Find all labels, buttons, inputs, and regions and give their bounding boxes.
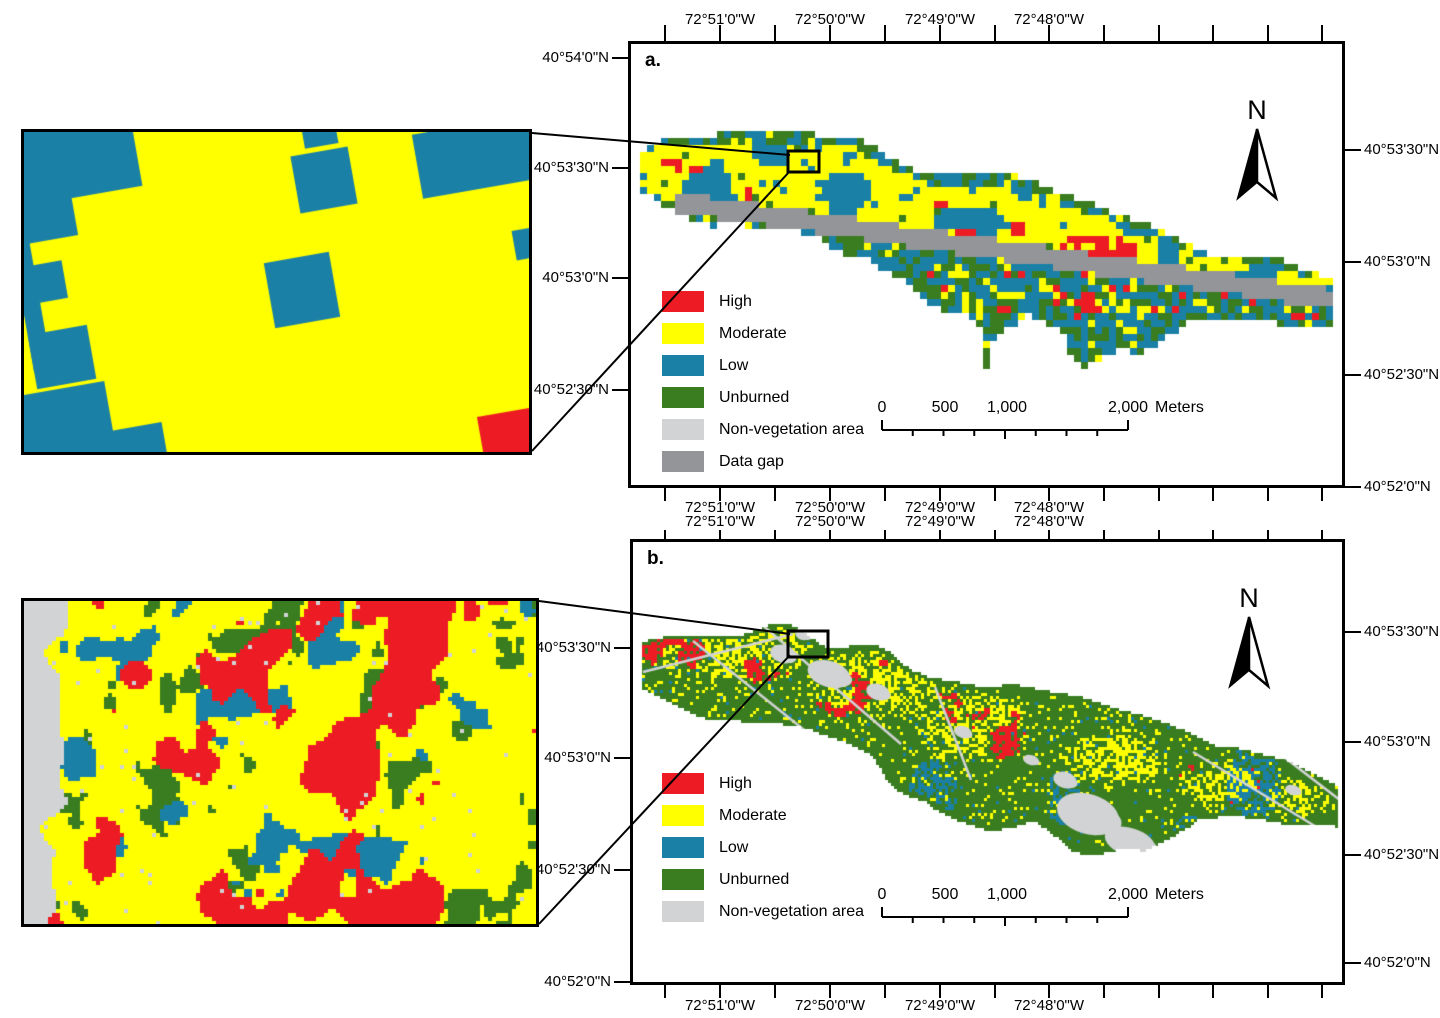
scale-label-500: 500 — [931, 886, 959, 903]
legend-label-nonvegetation: Non-vegetation area — [719, 902, 864, 920]
legend-item-moderate: Moderate — [662, 323, 864, 344]
axis-tick-label: 40°53'0"N — [1364, 253, 1431, 270]
scale-bar-b: 0 500 1,000 2,000 Meters — [874, 886, 1219, 928]
scale-label-0: 0 — [877, 886, 887, 903]
axis-tick-label: 72°51'0"W — [684, 997, 756, 1014]
legend-item-unburned: Unburned — [662, 387, 864, 408]
scale-label-500: 500 — [931, 399, 959, 416]
scale-unit: Meters — [1155, 399, 1204, 416]
axis-tick-label: 72°50'0"W — [794, 513, 866, 530]
scale-label-1000: 1,000 — [986, 886, 1028, 903]
legend-label-datagap: Data gap — [719, 452, 784, 470]
axis-tick-label: 72°49'0"W — [904, 513, 976, 530]
legend-swatch-unburned — [662, 869, 704, 890]
legend-item-nonvegetation: Non-vegetation area — [662, 901, 864, 922]
panel-a-label: a. — [645, 50, 661, 71]
legend-swatch-high — [662, 291, 704, 312]
legend-item-low: Low — [662, 355, 864, 376]
axis-tick-label: 40°53'30"N — [1364, 141, 1440, 158]
panel-b-label: b. — [647, 548, 664, 569]
axis-tick-label: 40°54'0"N — [542, 49, 609, 66]
north-arrow-icon — [1236, 128, 1279, 202]
axis-tick-label: 72°49'0"W — [904, 997, 976, 1014]
axis-tick-label: 72°51'0"W — [684, 513, 756, 530]
north-arrow-a: N — [1232, 96, 1282, 207]
axis-tick-label: 72°48'0"W — [1013, 499, 1085, 516]
north-arrow-b: N — [1224, 584, 1274, 695]
legend-label-unburned: Unburned — [719, 870, 790, 888]
legend-swatch-nonvegetation — [662, 901, 704, 922]
zoom-inset-b — [21, 598, 539, 927]
legend-swatch-low — [662, 355, 704, 376]
legend-label-unburned: Unburned — [719, 388, 790, 406]
scale-unit: Meters — [1155, 886, 1204, 903]
legend-swatch-high — [662, 773, 704, 794]
axis-tick-label: 72°49'0"W — [904, 499, 976, 516]
axis-tick-label: 40°52'0"N — [1364, 478, 1431, 495]
axis-tick-label: 72°50'0"W — [794, 11, 866, 28]
north-label: N — [1239, 583, 1259, 613]
legend-label-high: High — [719, 774, 752, 792]
zoom-inset-a-canvas — [24, 132, 529, 452]
legend-swatch-unburned — [662, 387, 704, 408]
axis-tick-label: 72°51'0"W — [684, 499, 756, 516]
legend-label-moderate: Moderate — [719, 806, 787, 824]
legend-item-nonvegetation: Non-vegetation area — [662, 419, 864, 440]
scale-bar-icon — [881, 907, 1129, 926]
legend-swatch-nonvegetation — [662, 419, 704, 440]
legend-label-nonvegetation: Non-vegetation area — [719, 420, 864, 438]
north-label: N — [1247, 95, 1267, 125]
zoom-inset-b-canvas — [24, 601, 536, 924]
axis-tick-label: 40°53'0"N — [1364, 733, 1431, 750]
axis-tick-label: 40°53'30"N — [533, 159, 609, 176]
north-arrow-icon — [1228, 616, 1271, 690]
legend-label-low: Low — [719, 838, 749, 856]
legend-label-low: Low — [719, 356, 749, 374]
axis-tick-label: 72°49'0"W — [904, 11, 976, 28]
axis-tick-label: 40°53'0"N — [542, 269, 609, 286]
legend-item-moderate: Moderate — [662, 805, 864, 826]
axis-tick-label: 40°52'0"N — [1364, 954, 1431, 971]
legend-b: High Moderate Low Unburned Non-vegetatio… — [662, 773, 864, 933]
axis-tick-label: 72°48'0"W — [1013, 11, 1085, 28]
legend-item-low: Low — [662, 837, 864, 858]
scale-bar-a: 0 500 1,000 2,000 Meters — [874, 399, 1219, 441]
scale-label-2000: 2,000 — [1107, 399, 1149, 416]
axis-tick-label: 40°52'30"N — [1364, 846, 1440, 863]
scale-label-1000: 1,000 — [986, 399, 1028, 416]
axis-tick-label: 72°48'0"W — [1013, 997, 1085, 1014]
axis-tick-label: 40°52'30"N — [533, 381, 609, 398]
axis-tick-label: 72°50'0"W — [794, 499, 866, 516]
axis-tick-label: 72°48'0"W — [1013, 513, 1085, 530]
legend-swatch-moderate — [662, 805, 704, 826]
axis-tick-label: 40°52'30"N — [535, 861, 611, 878]
legend-item-high: High — [662, 291, 864, 312]
axis-tick-label: 40°52'30"N — [1364, 366, 1440, 383]
legend-swatch-moderate — [662, 323, 704, 344]
axis-tick-label: 72°50'0"W — [794, 997, 866, 1014]
legend-item-unburned: Unburned — [662, 869, 864, 890]
legend-swatch-low — [662, 837, 704, 858]
scale-label-2000: 2,000 — [1107, 886, 1149, 903]
axis-tick-label: 72°51'0"W — [684, 11, 756, 28]
legend-item-datagap: Data gap — [662, 451, 864, 472]
axis-tick-label: 40°53'30"N — [535, 639, 611, 656]
legend-item-high: High — [662, 773, 864, 794]
scale-bar-icon — [881, 420, 1129, 439]
legend-a: High Moderate Low Unburned Non-vegetatio… — [662, 291, 864, 483]
axis-tick-label: 40°53'0"N — [544, 749, 611, 766]
axis-tick-label: 40°53'30"N — [1364, 623, 1440, 640]
legend-label-moderate: Moderate — [719, 324, 787, 342]
legend-label-high: High — [719, 292, 752, 310]
axis-tick-label: 40°52'0"N — [544, 973, 611, 990]
zoom-inset-a — [21, 129, 532, 455]
scale-label-0: 0 — [877, 399, 887, 416]
legend-swatch-datagap — [662, 451, 704, 472]
